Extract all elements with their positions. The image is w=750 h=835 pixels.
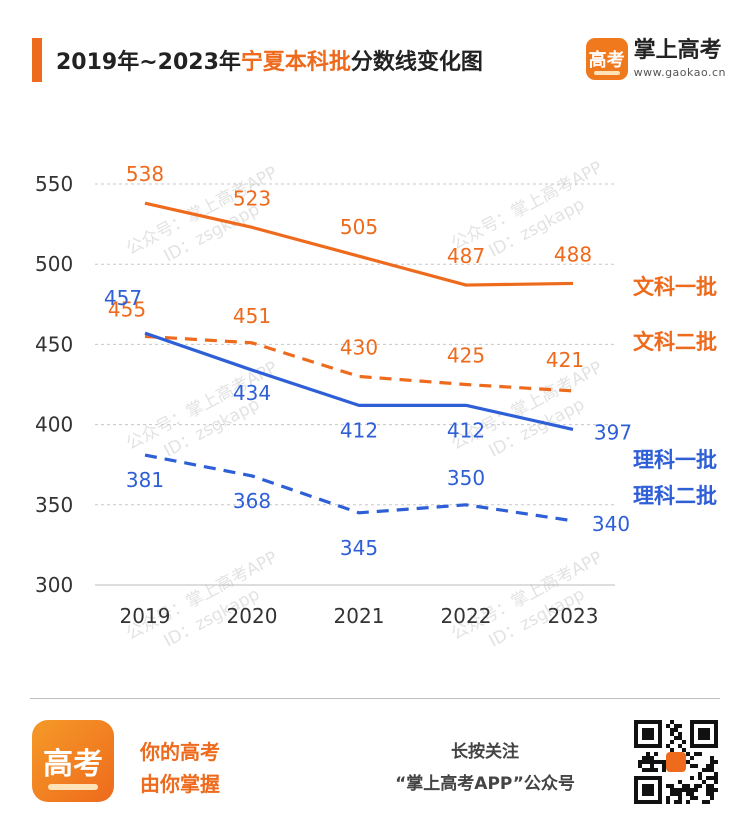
data-label: 434	[233, 381, 271, 405]
data-label: 523	[233, 186, 271, 210]
data-label: 368	[233, 489, 271, 513]
brand-url: www.gaokao.cn	[633, 66, 726, 79]
data-label: 412	[447, 418, 485, 442]
follow-prompt: 长按关注 “掌上高考APP”公众号	[370, 736, 600, 800]
slogan: 你的高考 由你掌握	[140, 736, 220, 800]
data-label: 381	[126, 468, 164, 492]
data-label: 350	[447, 466, 485, 490]
footer-book-icon	[48, 784, 98, 790]
brand-logo-icon: 高考	[585, 38, 628, 80]
book-icon	[593, 71, 620, 75]
legend-label: 文科一批	[633, 275, 717, 299]
data-label: 457	[104, 286, 142, 310]
series-line	[144, 334, 574, 393]
data-label: 488	[554, 242, 592, 266]
x-tick-label: 2022	[441, 604, 492, 628]
y-tick-label: 550	[35, 172, 73, 196]
title-suffix: 分数线变化图	[350, 50, 483, 75]
brand-name: 掌上高考	[633, 38, 722, 63]
series-line	[144, 201, 574, 287]
data-label: 430	[340, 335, 378, 359]
y-tick-label: 350	[35, 493, 73, 517]
data-label: 487	[447, 244, 485, 268]
page-title: 2019年~2023年宁夏本科批分数线变化图	[56, 44, 483, 76]
data-label: 455	[108, 297, 146, 321]
follow-line1: 长按关注	[451, 742, 519, 762]
footer-logo-icon: 高考	[32, 720, 114, 802]
follow-line2: “掌上高考APP”公众号	[395, 774, 575, 794]
title-highlight: 宁夏本科批	[240, 50, 351, 75]
data-label: 505	[340, 215, 378, 239]
legend-label: 理科一批	[633, 448, 717, 472]
x-tick-label: 2019	[120, 604, 171, 628]
footer: 高考 你的高考 由你掌握 长按关注 “掌上高考APP”公众号	[0, 700, 750, 835]
x-tick-label: 2021	[334, 604, 385, 628]
data-label: 451	[233, 304, 271, 328]
footer-logo-text: 高考	[43, 747, 103, 782]
data-label: 538	[126, 162, 164, 186]
legend-label: 理科二批	[633, 484, 717, 508]
header: 2019年~2023年宁夏本科批分数线变化图 高考 掌上高考 www.gaoka…	[0, 0, 750, 110]
title-accent-bar	[32, 38, 42, 82]
data-label: 425	[447, 344, 485, 368]
data-label: 421	[546, 348, 584, 372]
y-tick-label: 500	[35, 252, 73, 276]
series-line	[144, 453, 574, 523]
series-line	[144, 331, 574, 431]
x-tick-label: 2020	[227, 604, 278, 628]
data-label: 397	[594, 420, 632, 444]
brand-logo-text: 高考	[588, 50, 625, 71]
data-label: 340	[592, 512, 630, 536]
slogan-line2: 由你掌握	[140, 772, 220, 796]
x-tick-label: 2023	[548, 604, 599, 628]
y-tick-label: 450	[35, 332, 73, 356]
legend-label: 文科二批	[633, 330, 717, 354]
y-tick-label: 300	[35, 573, 73, 597]
data-label: 412	[340, 418, 378, 442]
y-tick-label: 400	[35, 413, 73, 437]
data-label: 345	[340, 536, 378, 560]
qr-code-icon[interactable]	[634, 720, 718, 804]
slogan-line1: 你的高考	[140, 740, 220, 764]
title-prefix: 2019年~2023年	[56, 50, 241, 75]
brand: 高考 掌上高考 www.gaokao.cn	[585, 38, 726, 80]
footer-divider	[30, 698, 720, 699]
